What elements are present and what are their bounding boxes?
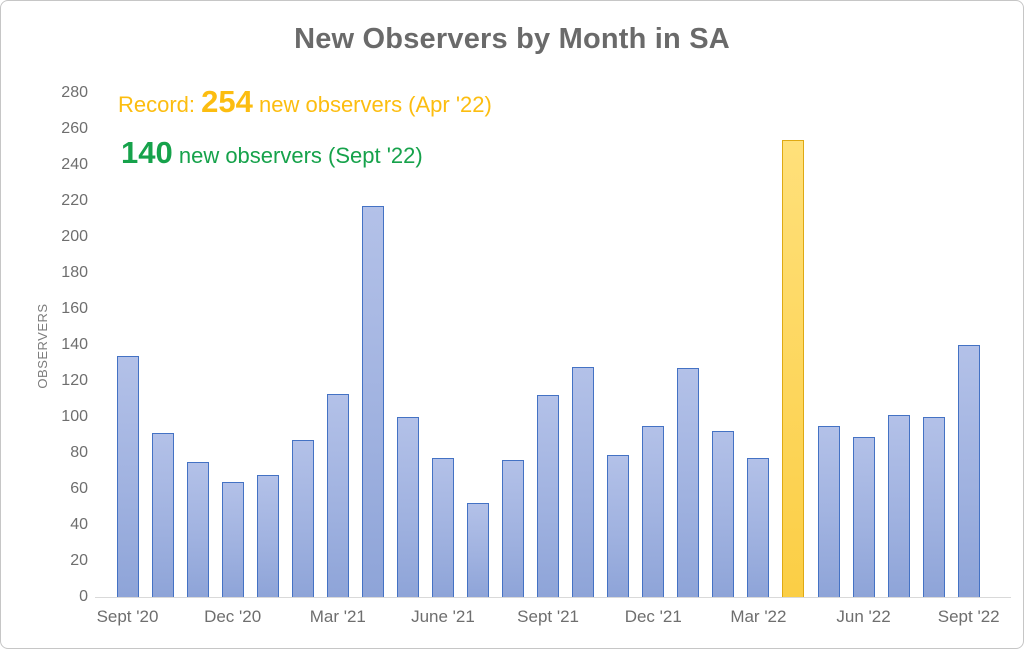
x-tick-label: Sept '20 [96,607,159,626]
x-tick-label: June '21 [411,607,475,626]
bar-aug-22 [922,417,945,597]
bar-nov-21 [607,454,630,597]
bar-feb-21 [291,440,314,597]
x-tick-label: Dec '21 [624,607,682,626]
x-tick-label: Jun '22 [836,607,891,626]
record-annotation-value: 254 [201,84,253,119]
record-annotation-prefix: Record: [118,92,202,117]
y-tick-label: 120 [61,372,88,389]
y-tick-label: 280 [61,84,88,101]
bar-feb-22 [712,431,735,597]
x-tick-label: Sept '22 [937,607,1000,626]
y-tick-label: 220 [61,192,88,209]
record-annotation-suffix: new observers (Apr '22) [252,92,492,117]
y-tick-label: 180 [61,264,88,281]
latest-annotation-value: 140 [121,135,173,170]
bar-jun-22 [852,436,875,597]
y-tick-label: 160 [61,300,88,317]
bar-may-22 [817,426,840,597]
bar-jul-22 [887,415,910,597]
bar-nov-20 [186,462,209,597]
bar-mar-21 [326,393,349,597]
bar-june-21 [431,458,454,597]
y-tick-label: 0 [79,588,88,605]
x-tick-label: Dec '20 [204,607,262,626]
bar-mar-22 [747,458,770,597]
x-axis-line [95,597,1011,598]
y-tick-label: 80 [70,444,88,461]
y-tick-label: 140 [61,336,88,353]
bar-dec-21 [642,426,665,597]
chart-title: New Observers by Month in SA [294,23,730,55]
y-tick-label: 60 [70,480,88,497]
bar-july-21 [467,503,489,597]
bar-aug-21 [502,460,525,597]
latest-annotation: 140 new observers (Sept '22) [121,135,423,171]
bar-jan-21 [256,474,279,597]
y-tick-label: 20 [70,552,88,569]
bar-oct-20 [151,433,174,597]
latest-annotation-suffix: new observers (Sept '22) [172,143,423,168]
x-tick-label: Mar '21 [309,607,366,626]
x-tick-label: Mar '22 [730,607,787,626]
y-tick-label: 40 [70,516,88,533]
bar-sept-20 [116,355,139,597]
record-annotation: Record: 254 new observers (Apr '22) [118,84,492,120]
bar-sept-21 [537,395,560,597]
bar-apr-22 [782,139,805,597]
bar-may-21 [396,417,419,597]
y-tick-label: 100 [61,408,88,425]
y-tick-label: 260 [61,120,88,137]
bar-dec-20 [221,481,244,597]
bar-oct-21 [572,366,595,597]
y-tick-label: 200 [61,228,88,245]
bar-jan-22 [677,368,700,597]
y-tick-label: 240 [61,156,88,173]
bar-apr-21 [361,206,384,597]
x-tick-label: Sept '21 [517,607,580,626]
bar-sept-22 [957,345,980,597]
